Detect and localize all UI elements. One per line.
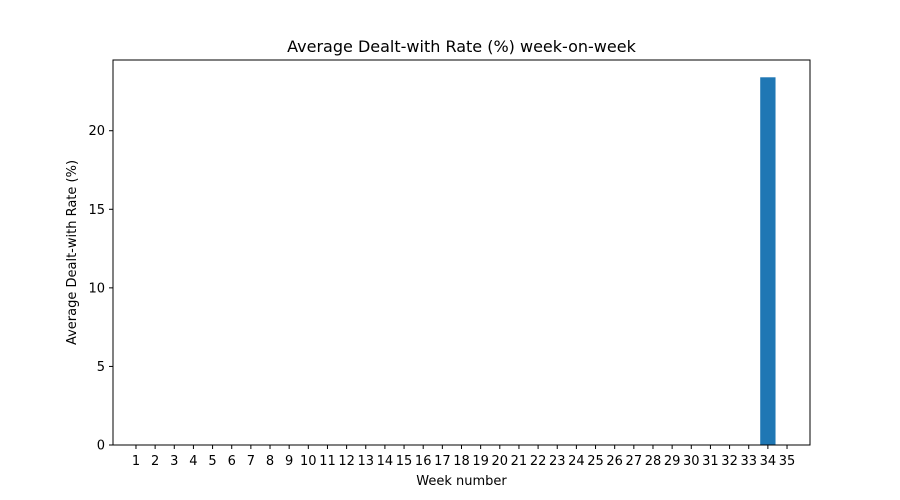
y-tick-label: 10: [88, 281, 105, 296]
y-tick-label: 0: [97, 439, 105, 454]
x-tick-label: 26: [606, 454, 623, 469]
x-tick-label: 18: [453, 454, 470, 469]
x-tick-label: 13: [357, 454, 374, 469]
x-tick-label: 5: [208, 454, 216, 469]
x-tick-label: 1: [132, 454, 140, 469]
x-tick-label: 25: [587, 454, 604, 469]
x-tick-label: 10: [300, 454, 317, 469]
y-tick-label: 20: [88, 124, 105, 139]
x-tick-label: 32: [721, 454, 738, 469]
x-tick-label: 27: [626, 454, 643, 469]
x-axis-label: Week number: [416, 474, 507, 489]
x-tick-label: 12: [338, 454, 355, 469]
x-tick-label: 11: [319, 454, 336, 469]
x-tick-label: 33: [740, 454, 757, 469]
x-tick-label: 29: [664, 454, 681, 469]
x-tick-label: 15: [396, 454, 413, 469]
x-tick-label: 21: [511, 454, 528, 469]
x-tick-label: 19: [472, 454, 489, 469]
x-tick-label: 4: [189, 454, 197, 469]
x-tick-label: 22: [530, 454, 547, 469]
x-tick-label: 24: [568, 454, 585, 469]
x-tick-label: 30: [683, 454, 700, 469]
bar-week-34: [760, 77, 776, 445]
chart-title: Average Dealt-with Rate (%) week-on-week: [287, 37, 636, 56]
x-ticks: 1 2 3 4 5 6 7 8 9 10 11 12 13 14 15 16 17 18 19 20 21 22 23 24 2…: [132, 445, 795, 469]
x-tick-label: 3: [170, 454, 178, 469]
y-tick-label: 15: [88, 203, 105, 218]
x-tick-label: 2: [151, 454, 159, 469]
x-tick-label: 7: [247, 454, 255, 469]
bars: [760, 77, 776, 445]
plot-frame: [112, 59, 811, 446]
x-tick-label: 16: [415, 454, 432, 469]
x-tick-label: 34: [760, 454, 777, 469]
y-axis-label: Average Dealt-with Rate (%): [65, 160, 80, 345]
x-tick-label: 8: [266, 454, 274, 469]
x-tick-label: 31: [702, 454, 719, 469]
x-tick-label: 14: [377, 454, 394, 469]
x-tick-label: 35: [779, 454, 796, 469]
x-tick-label: 17: [434, 454, 451, 469]
x-tick-label: 20: [492, 454, 509, 469]
x-tick-label: 6: [228, 454, 236, 469]
x-tick-label: 28: [645, 454, 662, 469]
y-tick-label: 5: [97, 360, 105, 375]
x-tick-label: 9: [285, 454, 293, 469]
y-ticks: 0 5 10 15 20: [88, 124, 113, 454]
x-tick-label: 23: [549, 454, 566, 469]
